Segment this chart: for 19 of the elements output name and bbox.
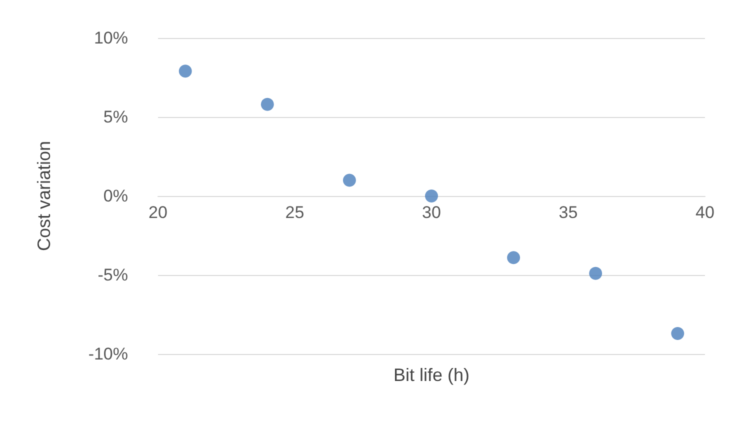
point bbox=[507, 251, 520, 264]
x-tick-label: 35 bbox=[558, 203, 578, 222]
x-axis-title: Bit life (h) bbox=[393, 365, 470, 385]
x-tick-label: 40 bbox=[696, 203, 714, 222]
y-tick-label: 10% bbox=[94, 28, 128, 48]
y-tick-label: -10% bbox=[88, 344, 128, 364]
x-tick-label: 20 bbox=[148, 203, 168, 222]
point bbox=[342, 174, 356, 187]
point bbox=[671, 326, 684, 340]
y-tick-label: 0% bbox=[103, 186, 128, 206]
x-tick-label: 25 bbox=[285, 203, 304, 222]
point bbox=[260, 98, 274, 111]
x-tick-label: 30 bbox=[422, 203, 441, 222]
point bbox=[178, 64, 192, 78]
point bbox=[425, 190, 438, 202]
y-axis-title: Cost variation bbox=[34, 140, 54, 252]
y-tick-label: -5% bbox=[98, 266, 128, 284]
y-tick-label: 5% bbox=[103, 108, 128, 126]
point bbox=[589, 266, 602, 280]
